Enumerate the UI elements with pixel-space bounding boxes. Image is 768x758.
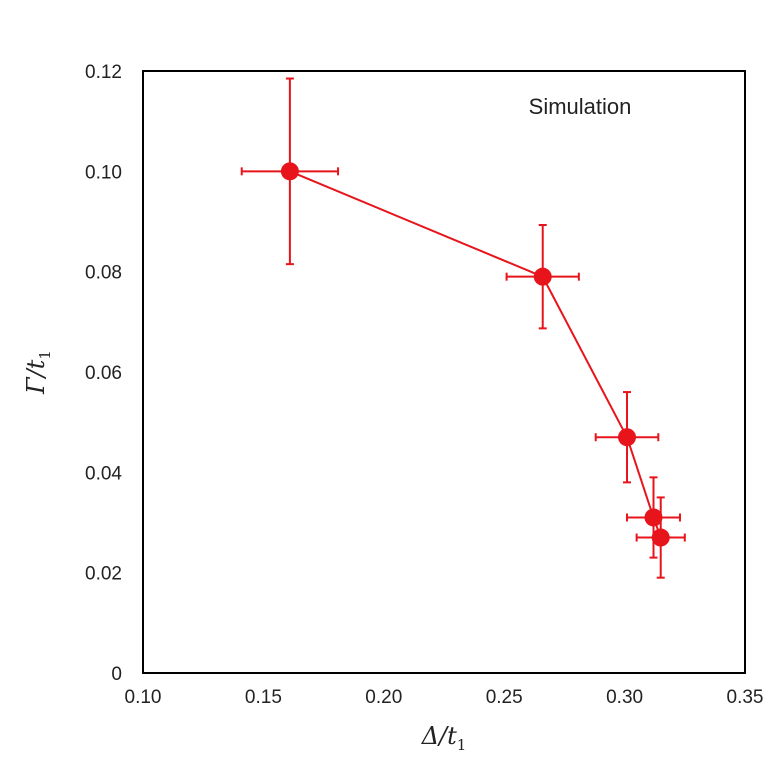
annotation-label: Simulation	[529, 94, 632, 119]
x-axis-label-main: Δ/t	[421, 722, 457, 750]
y-axis-label-sub: 1	[36, 350, 54, 360]
x-tick-label: 0.35	[727, 687, 764, 708]
data-point	[280, 162, 299, 181]
data-point	[651, 528, 670, 547]
x-tick-label: 0.25	[486, 687, 523, 708]
x-tick-label: 0.20	[365, 687, 402, 708]
x-axis-label: Δ/t1	[421, 722, 467, 754]
y-tick-label: 0.08	[85, 263, 122, 284]
plot-frame	[142, 70, 746, 674]
data-point	[533, 267, 552, 286]
x-axis-ticks: 0.10 0.15 0.20 0.25 0.30 0.35	[125, 687, 764, 708]
x-tick-label: 0.15	[245, 687, 282, 708]
y-tick-label: 0.02	[85, 564, 122, 585]
data-point	[618, 428, 637, 447]
x-tick-label: 0.10	[125, 687, 162, 708]
y-tick-label: 0.04	[85, 463, 122, 484]
y-tick-label: 0.10	[85, 162, 122, 183]
y-tick-label: 0.12	[85, 62, 122, 83]
y-tick-label: 0	[111, 664, 122, 685]
y-axis-label: Γ/t1	[22, 350, 54, 395]
y-tick-label: 0.06	[85, 363, 122, 384]
y-axis-label-main: Γ/t	[22, 359, 50, 395]
x-axis-label-sub: 1	[457, 736, 467, 754]
series-line	[289, 170, 662, 538]
series-layer	[240, 77, 686, 579]
data-point	[644, 508, 663, 527]
y-axis-ticks: 0 0.02 0.04 0.06 0.08 0.10 0.12	[85, 62, 122, 685]
x-tick-label: 0.30	[606, 687, 643, 708]
